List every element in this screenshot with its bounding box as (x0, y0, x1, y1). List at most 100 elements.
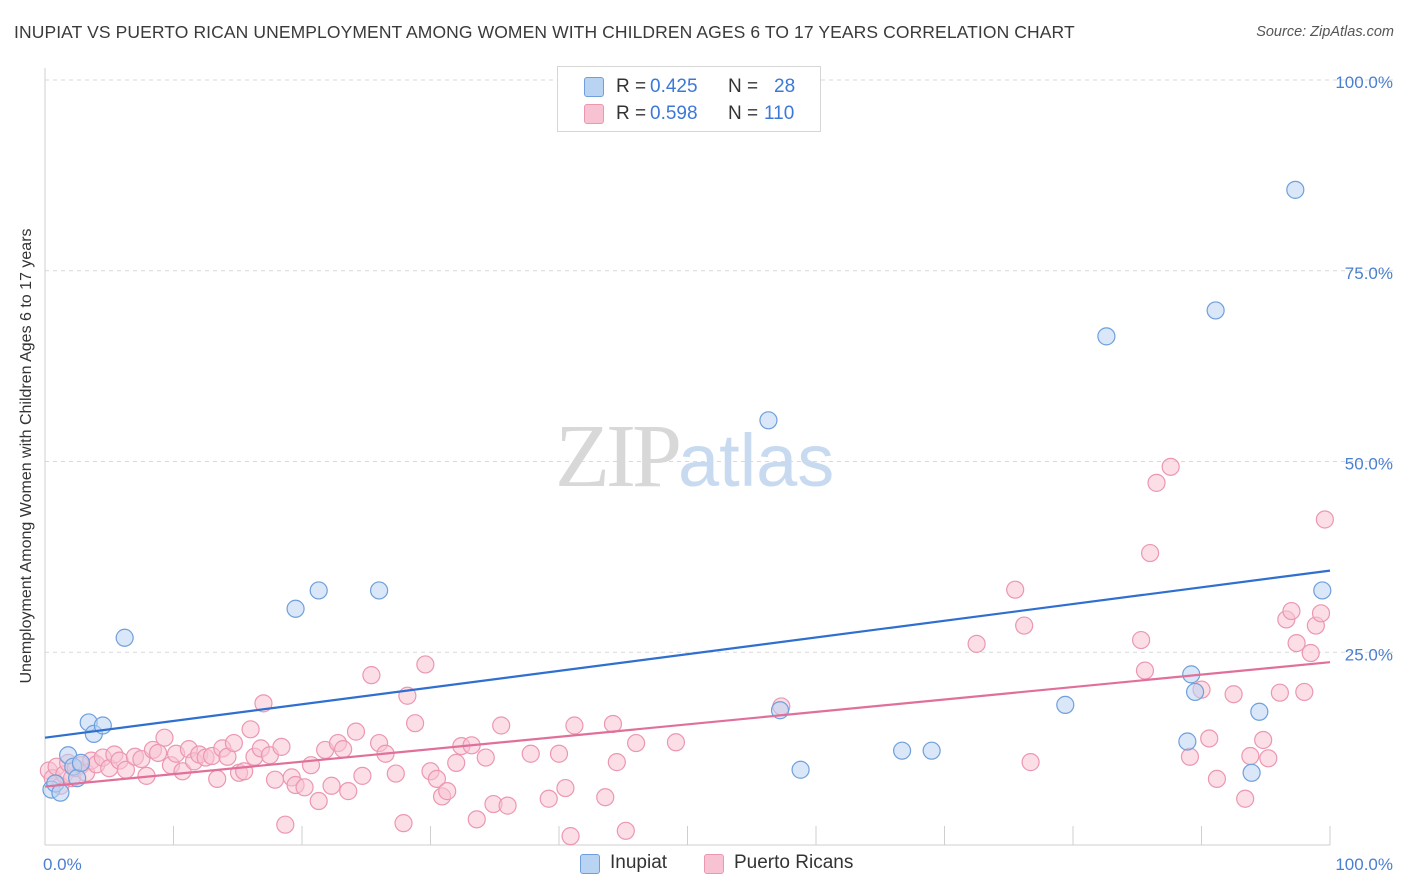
r-label: R = (616, 76, 647, 97)
puerto-ricans-point (438, 782, 457, 801)
puerto-ricans-point (476, 748, 495, 767)
inupiat-point (892, 741, 912, 760)
puerto-ricans-point (1015, 616, 1034, 635)
puerto-ricans-point (626, 733, 646, 753)
puerto-ricans-point (224, 733, 243, 753)
n-label: N = (728, 76, 759, 97)
puerto-ricans-point (549, 744, 569, 763)
puerto-ricans-point (416, 655, 435, 674)
n-label: N = (728, 103, 759, 124)
r-value: 0.425 (650, 76, 698, 97)
puerto-ricans-point (1140, 543, 1160, 563)
puerto-ricans-point (1006, 580, 1025, 599)
inupiat-point (1250, 702, 1269, 721)
puerto-ricans-point (339, 782, 358, 801)
puerto-ricans-point (1315, 510, 1334, 529)
puerto-ricans-point (1224, 685, 1243, 704)
puerto-ricans-point (1135, 661, 1155, 680)
puerto-ricans-point (607, 753, 626, 772)
source-credit: Source: ZipAtlas.com (1256, 24, 1394, 40)
puerto-ricans-point (616, 821, 635, 840)
puerto-ricans-point (1301, 643, 1320, 663)
grid-lines (45, 79, 1395, 653)
puerto-ricans-trend-line (44, 661, 1331, 788)
puerto-ricans-point (1180, 747, 1200, 766)
inupiat-point (1286, 180, 1305, 199)
y-tick-label: 25.0% (1345, 645, 1393, 664)
puerto-ricans-point (346, 722, 366, 741)
puerto-ricans-point (309, 791, 328, 811)
puerto-ricans-points (39, 457, 1334, 846)
y-tick-label: 50.0% (1345, 455, 1393, 474)
chart-title: INUPIAT VS PUERTO RICAN UNEMPLOYMENT AMO… (14, 22, 1075, 42)
puerto-ricans-point (1287, 633, 1306, 653)
y-tick-label: 100.0% (1335, 73, 1393, 92)
puerto-ricans-point (498, 796, 517, 815)
x-tick-label-max: 100.0% (1335, 855, 1393, 874)
puerto-ricans-point (1147, 473, 1166, 492)
puerto-ricans-point (265, 770, 285, 789)
puerto-ricans-point (272, 737, 291, 756)
inupiat-point (1313, 581, 1332, 600)
legend-label: Puerto Ricans (734, 852, 854, 873)
puerto-ricans-point (447, 753, 466, 772)
puerto-ricans-point (155, 728, 174, 747)
puerto-ricans-point (967, 634, 986, 653)
puerto-ricans-point (467, 810, 486, 829)
puerto-ricans-point (666, 733, 686, 752)
x-tick-label-min: 0.0% (43, 855, 82, 874)
puerto-ricans-point (1270, 683, 1289, 702)
watermark-atlas: atlas (678, 419, 835, 502)
puerto-ricans-point (254, 694, 273, 713)
inupiat-points (42, 180, 1332, 802)
puerto-ricans-swatch (584, 104, 604, 124)
inupiat-point (286, 599, 305, 618)
puerto-ricans-point (1311, 604, 1331, 623)
inupiat-swatch (580, 854, 600, 874)
puerto-ricans-point (492, 716, 511, 735)
puerto-ricans-point (353, 766, 372, 785)
puerto-ricans-point (539, 789, 558, 808)
inupiat-point (1206, 301, 1225, 320)
puerto-ricans-point (1132, 630, 1151, 650)
puerto-ricans-point (427, 769, 447, 789)
puerto-ricans-point (173, 762, 192, 781)
puerto-ricans-swatch (704, 854, 724, 874)
series-legend: Inupiat Puerto Ricans (0, 852, 1406, 876)
trend-lines (44, 569, 1331, 788)
puerto-ricans-point (208, 769, 227, 789)
puerto-ricans-point (1207, 769, 1227, 789)
puerto-ricans-point (596, 788, 615, 807)
inupiat-point (370, 581, 389, 600)
tick-labels: 25.0% 50.0% 75.0% 100.0% 0.0% 100.0% (43, 73, 1393, 874)
puerto-ricans-point (394, 814, 413, 833)
puerto-ricans-point (276, 815, 295, 834)
puerto-ricans-point (521, 744, 540, 763)
r-value: 0.598 (650, 103, 698, 124)
puerto-ricans-point (1254, 730, 1273, 750)
puerto-ricans-point (1161, 457, 1180, 476)
n-value: 28 (774, 76, 796, 97)
puerto-ricans-point (241, 720, 260, 739)
inupiat-point (1242, 763, 1261, 782)
inupiat-swatch (584, 77, 604, 97)
puerto-ricans-point (1236, 789, 1255, 808)
puerto-ricans-point (362, 666, 381, 685)
inupiat-point (1097, 327, 1116, 346)
puerto-ricans-point (235, 762, 254, 781)
axes (44, 68, 1331, 846)
inupiat-point (759, 411, 778, 430)
inupiat-point (1056, 695, 1075, 714)
inupiat-point (71, 753, 91, 772)
puerto-ricans-point (565, 716, 584, 735)
puerto-ricans-point (322, 776, 341, 795)
puerto-ricans-point (1241, 746, 1260, 766)
puerto-ricans-point (1282, 601, 1301, 621)
n-value: 110 (764, 103, 795, 124)
correlation-legend: R = 0.425 N = 28 R = 0.598 N = 110 (557, 66, 821, 132)
watermark: ZIPatlas (555, 405, 834, 508)
inupiat-point (309, 581, 328, 600)
inupiat-point (1185, 682, 1205, 702)
inupiat-point (922, 741, 941, 760)
